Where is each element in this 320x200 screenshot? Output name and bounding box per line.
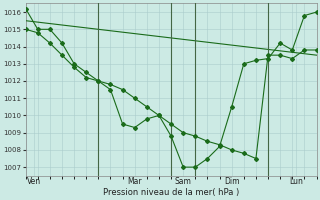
- X-axis label: Pression niveau de la mer( hPa ): Pression niveau de la mer( hPa ): [103, 188, 239, 197]
